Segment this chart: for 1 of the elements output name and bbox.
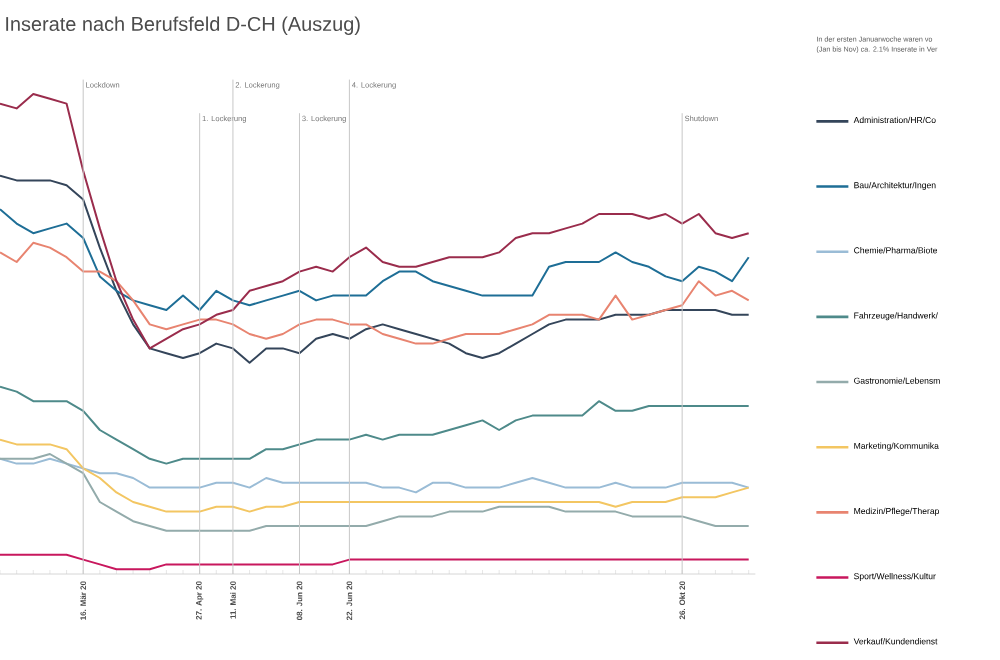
chart-title: Inserate nach Berufsfeld D-CH (Auszug) [6,16,360,35]
